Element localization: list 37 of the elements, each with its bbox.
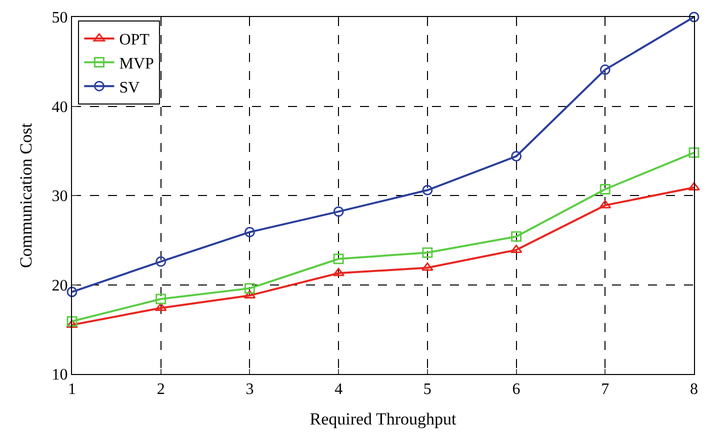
legend-label: OPT: [119, 32, 150, 49]
x-tick-label: 2: [156, 381, 165, 398]
point: [333, 254, 344, 264]
legend-label: MVP: [119, 56, 154, 73]
point: [688, 182, 700, 190]
point: [333, 206, 344, 217]
point: [156, 294, 166, 304]
y-tick-label: 50: [52, 10, 68, 27]
x-tick-label: 1: [68, 381, 76, 398]
point: [244, 283, 255, 294]
x-tick-label: 8: [690, 381, 698, 398]
point: [600, 64, 610, 75]
point: [422, 247, 433, 258]
x-tick-label: 4: [334, 381, 343, 398]
point: [511, 231, 522, 242]
point: [511, 150, 522, 162]
point: [66, 286, 78, 298]
point: [332, 268, 345, 276]
point: [156, 256, 166, 267]
y-axis-title: Communication Cost: [16, 122, 36, 268]
x-tick-label: 6: [512, 381, 520, 398]
point: [66, 320, 78, 328]
point: [422, 184, 433, 196]
x-tick-label: 3: [246, 381, 254, 398]
x-axis-title: Required Throughput: [310, 410, 457, 429]
point: [244, 226, 255, 238]
y-tick-label: 10: [52, 366, 68, 384]
x-tick-label: 7: [601, 381, 610, 398]
point: [66, 316, 78, 327]
y-tick-label: 20: [52, 277, 68, 294]
legend-label: SV: [119, 79, 140, 96]
y-tick-label: 40: [52, 98, 68, 116]
y-tick-label: 30: [52, 188, 68, 206]
point: [688, 147, 700, 158]
point: [600, 184, 610, 194]
point: [688, 12, 700, 22]
x-tick-label: 5: [423, 381, 432, 398]
